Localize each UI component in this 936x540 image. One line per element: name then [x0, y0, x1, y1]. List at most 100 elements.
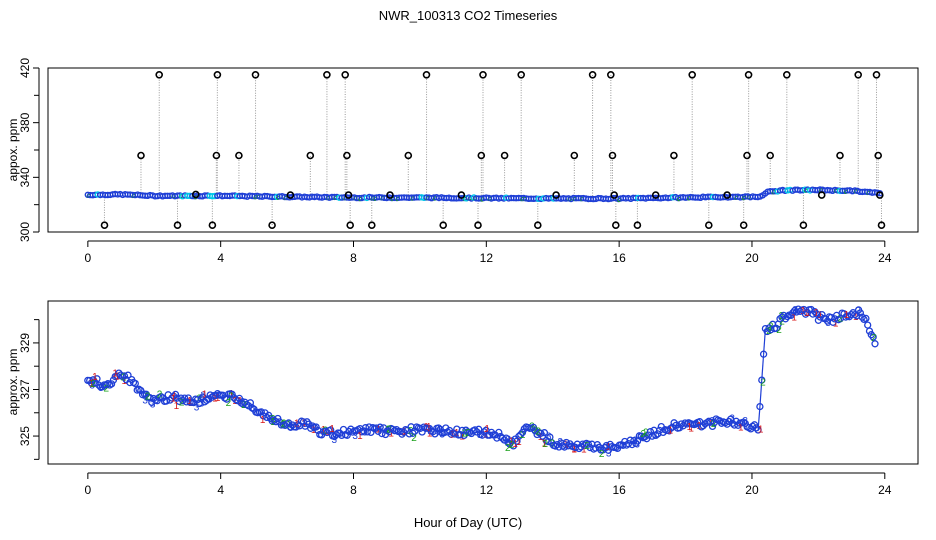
bottom-series-point [741, 419, 749, 428]
bottom-series-point [515, 432, 523, 440]
top-spike-markers [100, 71, 886, 229]
bottom-series-point [869, 333, 877, 341]
bottom-series-glyph: 2 [768, 321, 774, 332]
bottom-series-glyph: 2 [509, 440, 515, 451]
bottom-series-point [772, 324, 781, 333]
top-spike-marker [386, 191, 394, 199]
bottom-series-point [98, 383, 107, 391]
bottom-series-point [193, 396, 202, 404]
bottom-series-glyph: 2 [779, 311, 785, 322]
bottom-series-glyph: 1 [563, 439, 569, 450]
bottom-series-point [652, 431, 660, 440]
bottom-series-glyph: 2 [226, 398, 232, 409]
bottom-series-point [204, 395, 213, 403]
bottom-series-point [228, 390, 236, 398]
top-spike-marker [651, 191, 660, 199]
bottom-series-point [504, 438, 512, 446]
bottom-series-glyph: 1 [813, 308, 819, 319]
bottom-series-point [180, 394, 189, 402]
bottom-series-glyph: 3 [150, 399, 156, 410]
top-spike-marker [344, 191, 353, 199]
top-plot-frame [47, 67, 919, 233]
bottom-series-point [502, 434, 510, 442]
top-spike-marker [341, 71, 350, 79]
bottom-series-glyph: 1 [581, 445, 587, 456]
top-x-tick-label: 24 [878, 251, 892, 265]
bottom-series-point [789, 309, 797, 317]
bottom-series-glyph: 3 [606, 449, 612, 460]
top-spike-marker [477, 151, 486, 160]
bottom-series-point [107, 380, 116, 388]
bottom-series-glyph: 1 [516, 437, 522, 448]
bottom-series-glyph: 3 [557, 437, 563, 448]
bottom-series-glyph: 3 [562, 440, 568, 451]
bottom-series-point [763, 327, 771, 336]
bottom-series-glyph: 2 [779, 317, 785, 328]
bottom-series-point [471, 426, 479, 434]
bottom-series-glyph: 1 [758, 424, 764, 435]
top-y-tick-label: 420 [18, 58, 32, 78]
bottom-series-glyph: 2 [157, 390, 163, 401]
bottom-series-glyph: 2 [711, 419, 717, 430]
bottom-series-point [796, 307, 804, 316]
bottom-series-point [434, 424, 443, 432]
top-y-axis-label: appox. ppm [6, 119, 20, 182]
bottom-series-glyph: 1 [450, 429, 456, 440]
bottom-series-glyph: 3 [89, 381, 95, 392]
top-series [84, 186, 883, 203]
bottom-series-glyph: 1 [668, 426, 674, 437]
bottom-series-glyph: 2 [760, 377, 766, 388]
bottom-series-point [263, 413, 271, 422]
bottom-series-glyph: 3 [546, 431, 552, 442]
bottom-series-glyph: 1 [687, 422, 693, 433]
bottom-series-glyph: 1 [171, 393, 177, 404]
bottom-series-glyph: 3 [352, 431, 358, 442]
bottom-x-tick-label: 8 [350, 483, 357, 497]
top-spike-marker [422, 71, 431, 79]
top-spike-marker [457, 191, 466, 199]
bottom-series-point [308, 422, 317, 430]
bottom-series-point [628, 440, 636, 449]
bottom-series-glyph: 3 [240, 397, 246, 408]
bottom-series-glyph: 1 [688, 424, 694, 435]
bottom-series-point [305, 420, 313, 428]
bottom-series-point [137, 386, 145, 395]
top-x-tick-label: 16 [612, 251, 626, 265]
bottom-series-point [703, 418, 711, 427]
bottom-series-point [864, 321, 872, 329]
top-spike-marker [100, 221, 109, 229]
bottom-series-glyph: 2 [536, 427, 542, 438]
bottom-series-glyph: 2 [145, 392, 151, 403]
top-spike-marker [173, 221, 182, 229]
bottom-series-glyph: 2 [641, 429, 647, 440]
bottom-x-tick-label: 16 [612, 483, 626, 497]
bottom-series-glyph: 1 [229, 389, 235, 400]
bottom-series-glyph: 3 [825, 318, 831, 329]
bottom-series-glyph: 1 [357, 431, 363, 442]
top-spike-marker [533, 221, 542, 229]
bottom-series-glyph: 3 [333, 431, 339, 442]
top-spike-marker [570, 151, 579, 160]
bottom-series-point [626, 436, 634, 444]
top-spike-marker [606, 71, 615, 79]
bottom-plot-frame [47, 300, 919, 465]
top-spike-marker [367, 221, 376, 229]
x-axis-title: Hour of Day (UTC) [413, 515, 523, 530]
bottom-series-glyph: 3 [729, 414, 735, 425]
bottom-x-tick-label: 4 [217, 483, 224, 497]
top-spike-marker [474, 221, 482, 229]
bottom-series-glyph: 3 [98, 383, 104, 394]
bottom-series-point [495, 428, 503, 437]
bottom-series-glyph: 3 [634, 440, 640, 451]
bottom-series-point [398, 430, 406, 438]
bottom-series-point [170, 392, 178, 400]
bottom-series-point [518, 428, 527, 437]
bottom-series-glyph: 2 [104, 384, 110, 395]
bottom-series-glyph: 1 [696, 421, 702, 432]
top-spike-marker [744, 71, 753, 79]
bottom-series-glyph: 2 [505, 443, 511, 454]
bottom-series-link [761, 354, 765, 381]
bottom-series-link [759, 380, 763, 407]
bottom-series-point [157, 392, 165, 401]
